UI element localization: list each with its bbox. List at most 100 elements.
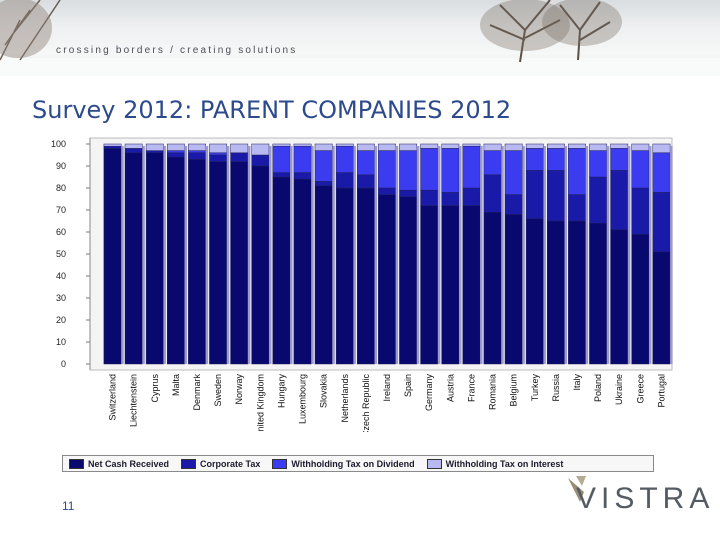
bar-segment-6-3	[230, 143, 249, 154]
bar-segment-11-3	[335, 143, 354, 147]
bar-side-4	[205, 146, 209, 364]
bar-segment-22-0	[568, 220, 586, 365]
bar-side-22	[585, 146, 589, 364]
bar-segment-20-0	[525, 218, 544, 365]
bar-side-25	[648, 146, 652, 364]
bar-side-13	[395, 146, 399, 364]
x-tick-label-12: Czech Republic	[361, 374, 371, 432]
x-tick-label-9: Luxembourg	[298, 374, 308, 424]
bar-segment-23-3	[589, 143, 608, 151]
x-tick-label-0: Switzerland	[108, 374, 118, 421]
bar-segment-1-0	[124, 152, 143, 365]
legend-swatch-withholding-interest	[426, 458, 442, 469]
bar-segment-9-2	[293, 145, 312, 173]
bar-segment-5-3	[209, 143, 228, 154]
chart-svg: 0 10 20 30 40 50 60 70 80 90 100 Switzerland Liechte…	[51, 137, 673, 438]
logo-text: VISTRA	[576, 482, 715, 515]
bar-segment-7-1	[251, 154, 270, 167]
x-tick-label-15: Germany	[424, 374, 434, 412]
bar-segment-12-3	[356, 143, 375, 151]
bar-segment-23-1	[589, 176, 608, 224]
bar-segment-1-3	[124, 143, 143, 149]
bar-segment-15-2	[420, 148, 439, 191]
bar-segment-11-1	[335, 172, 354, 189]
x-tick-label-8: Hungary	[276, 374, 286, 409]
bar-side-10	[332, 146, 335, 364]
legend-label-net-cash: Net Cash Received	[88, 458, 170, 469]
bar-segment-25-2	[631, 150, 650, 189]
bar-segment-19-2	[504, 150, 523, 195]
bar-segment-1-1	[124, 148, 143, 154]
bar-side-20	[543, 146, 546, 364]
x-tick-label-10: Slovakia	[319, 374, 329, 408]
bar-segment-13-2	[378, 150, 396, 189]
bar-segment-26-2	[652, 152, 671, 193]
bar-segment-19-1	[504, 194, 523, 215]
bar-segment-7-3	[251, 143, 270, 156]
y-tick-label-1: 10	[56, 337, 66, 347]
logo-mark-icon	[568, 476, 586, 502]
bar-segment-13-3	[378, 143, 396, 151]
bar-segment-25-0	[631, 233, 650, 365]
chart-legend: Net Cash Received Corporate Tax Withhold…	[62, 455, 654, 472]
bar-side-2	[163, 146, 166, 364]
bar-segment-12-1	[356, 174, 375, 189]
bar-segment-12-2	[356, 150, 375, 176]
bar-segment-23-2	[589, 150, 608, 178]
bar-side-12	[374, 146, 378, 364]
bar-segment-26-1	[652, 192, 671, 253]
x-tick-label-22: Italy	[572, 374, 582, 391]
bar-segment-19-0	[504, 214, 523, 365]
x-tick-label-19: Belgium	[509, 374, 519, 407]
bar-segment-17-3	[462, 143, 481, 147]
bar-segment-15-0	[420, 205, 439, 365]
bar-segment-24-0	[610, 229, 629, 365]
bar-segment-16-0	[441, 205, 460, 365]
bar-segment-4-2	[188, 150, 206, 154]
bar-segment-9-0	[293, 178, 312, 365]
bar-segment-10-0	[314, 185, 333, 365]
vistra-logo: VISTRA	[564, 472, 709, 528]
bar-segment-15-3	[420, 143, 439, 149]
bar-segment-18-0	[483, 211, 502, 365]
bar-segment-4-0	[188, 159, 206, 365]
y-tick-label-7: 70	[56, 205, 66, 215]
x-tick-label-11: Netherlands	[340, 374, 350, 423]
bar-segment-13-0	[378, 194, 396, 365]
bar-segment-16-1	[441, 192, 460, 206]
x-tick-label-21: Russia	[551, 374, 561, 402]
bar-side-16	[458, 146, 462, 364]
bar-segment-21-0	[546, 220, 565, 365]
page-number: 11	[62, 499, 75, 513]
bar-segment-22-2	[568, 148, 586, 195]
bar-side-19	[522, 146, 525, 364]
bar-segment-11-0	[335, 187, 354, 365]
legend-item-withholding-interest: Withholding Tax on Interest	[426, 458, 563, 469]
bar-segment-6-1	[230, 152, 249, 162]
bar-segment-14-3	[399, 143, 418, 151]
x-tick-label-25: Greece	[635, 374, 645, 404]
bar-side-24	[627, 146, 631, 364]
x-tick-label-18: Romania	[488, 374, 498, 410]
bar-segment-24-3	[610, 143, 629, 149]
banner-tagline: crossing borders / creating solutions	[56, 45, 298, 56]
bar-segment-16-2	[441, 148, 460, 193]
legend-item-net-cash: Net Cash Received	[69, 458, 170, 469]
bar-segment-3-2	[166, 150, 185, 154]
bar-segment-12-0	[356, 187, 375, 365]
bar-segment-4-1	[188, 152, 206, 160]
bar-segment-17-0	[462, 205, 481, 365]
bar-side-18	[501, 146, 504, 364]
bar-segment-26-3	[652, 143, 671, 154]
bar-segment-18-1	[483, 174, 502, 213]
x-tick-label-24: Ukraine	[614, 374, 624, 405]
bar-segment-3-0	[166, 156, 185, 365]
x-tick-label-23: Poland	[593, 374, 603, 402]
bar-segment-2-0	[145, 152, 164, 365]
bar-segment-25-1	[631, 187, 650, 235]
bar-segment-6-0	[230, 161, 249, 365]
bar-segment-9-3	[293, 143, 312, 147]
bar-side-6	[247, 146, 251, 364]
x-tick-label-14: Spain	[403, 374, 413, 397]
x-tick-label-16: Austria	[445, 374, 455, 402]
